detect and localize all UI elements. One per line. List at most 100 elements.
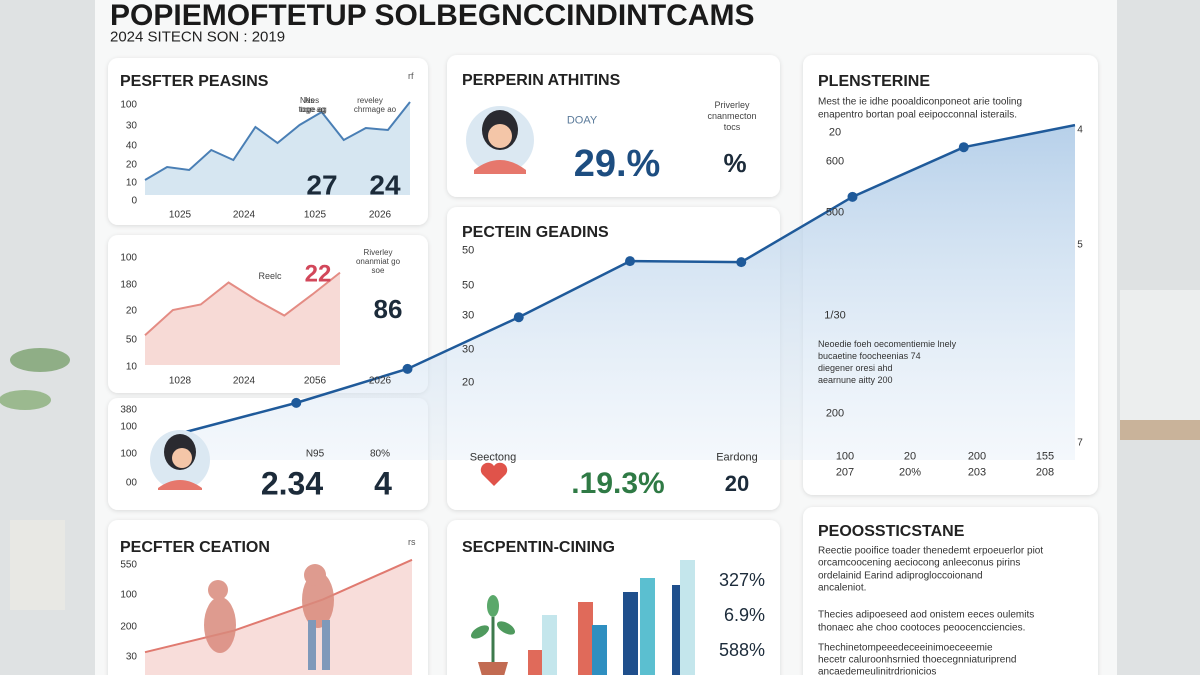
label: 1/30 (824, 309, 845, 321)
label: 550 (120, 560, 137, 571)
label: toge ag (299, 105, 326, 114)
label: 200 (120, 622, 137, 633)
label: 100 (120, 100, 137, 111)
label: 24 (369, 169, 401, 200)
label: 100 (120, 422, 137, 433)
bar (578, 602, 593, 675)
label: 2024 SITECN SON : 2019 (110, 28, 285, 45)
label: ancaedemeulinitrdrionicios (818, 667, 936, 675)
label: toge ag (300, 105, 327, 114)
label: soe (372, 266, 385, 275)
card (803, 507, 1098, 675)
label: ordelainid Earind adiprogloccoionand (818, 571, 983, 582)
area (145, 102, 410, 195)
label: 00 (126, 478, 138, 489)
label: 1025 (169, 210, 192, 221)
label: diegener oresi ahd (818, 363, 893, 373)
label: 100 (836, 450, 854, 462)
label: 29.% (574, 143, 661, 185)
label: ancaleniot. (818, 583, 866, 594)
label: 4 (374, 465, 392, 501)
label: SECPENTIN-CINING (462, 539, 615, 556)
label: Eardong (716, 451, 758, 463)
area (185, 125, 1075, 460)
label: rf (408, 71, 414, 81)
line (144, 558, 413, 654)
label: 20 (126, 306, 138, 317)
label: 380 (120, 405, 137, 416)
label: thonaec ahe choo cootoces peoocenccienci… (818, 623, 1025, 634)
label: 20 (725, 471, 749, 496)
label: 200 (826, 407, 844, 419)
label: POPIEMOFTETUP SOLBEGNCCINDINTCAMS (110, 0, 754, 32)
bar (542, 615, 557, 675)
label: 500 (826, 206, 844, 218)
label: 86 (374, 294, 403, 324)
label: tocs (724, 122, 741, 132)
label: 203 (968, 466, 986, 478)
label: 600 (826, 155, 844, 167)
label: 2026 (369, 210, 392, 221)
label: bucaetine foocheenias 74 (818, 351, 921, 361)
label: 6.9% (724, 605, 765, 625)
label: .19.3% (571, 467, 664, 500)
label: 20 (904, 450, 916, 462)
bar (528, 650, 543, 675)
label: 50 (462, 244, 474, 256)
bar (640, 578, 655, 675)
point (625, 256, 635, 267)
label: 327% (719, 570, 765, 590)
point (736, 257, 747, 268)
label: PERPERIN ATHITINS (462, 72, 621, 89)
label: 155 (1036, 450, 1054, 462)
label: hecetr caluroonhsrnied thoecegnniaturipr… (818, 655, 1016, 666)
point (402, 363, 413, 374)
label: 1025 (304, 210, 327, 221)
point (958, 142, 969, 153)
label: 30 (126, 121, 138, 132)
label: 208 (1036, 466, 1054, 478)
line (144, 271, 341, 337)
point (513, 312, 524, 323)
label: Seectong (470, 451, 516, 463)
label: 4 (1077, 125, 1083, 136)
label: 2.34 (261, 465, 323, 501)
label: 50 (126, 335, 138, 346)
avatar (466, 106, 534, 174)
point (847, 191, 858, 202)
label: 20 (829, 126, 841, 138)
label: 1028 (169, 376, 192, 387)
label: PECFTER CEATION (120, 539, 270, 556)
label: 2026 (369, 376, 392, 387)
label: 10 (126, 362, 138, 373)
area (145, 272, 340, 365)
label: 30 (462, 309, 474, 321)
label: 22 (305, 260, 332, 287)
label: orcamcoocening aeciocong anleeconus piri… (818, 558, 1020, 569)
label: 10 (126, 178, 138, 189)
label: 27 (306, 169, 337, 200)
label: Priverley (714, 100, 750, 110)
label: PECTEIN GEADINS (462, 224, 609, 241)
label: Riverley (364, 248, 393, 257)
label: Neoedie foeh oecomentiemie lnely (818, 339, 957, 349)
label: 207 (836, 466, 854, 478)
label: 0% (739, 674, 765, 675)
label: 2056 (304, 376, 327, 387)
label: Reectie pooifice toader thenedemt erpoeu… (818, 546, 1043, 557)
label: onanmiat go (356, 257, 401, 266)
label: 20 (462, 376, 474, 388)
charts (144, 101, 1076, 675)
label: 0 (131, 196, 137, 207)
label: 30 (462, 343, 474, 355)
label: chrmage ao (354, 105, 397, 114)
label: 40 (126, 141, 138, 152)
bar (592, 625, 607, 675)
label: Nes (300, 96, 314, 105)
label: 80% (370, 449, 390, 460)
label: Reelc (258, 271, 282, 281)
point (291, 397, 302, 408)
label: N95 (306, 449, 325, 460)
